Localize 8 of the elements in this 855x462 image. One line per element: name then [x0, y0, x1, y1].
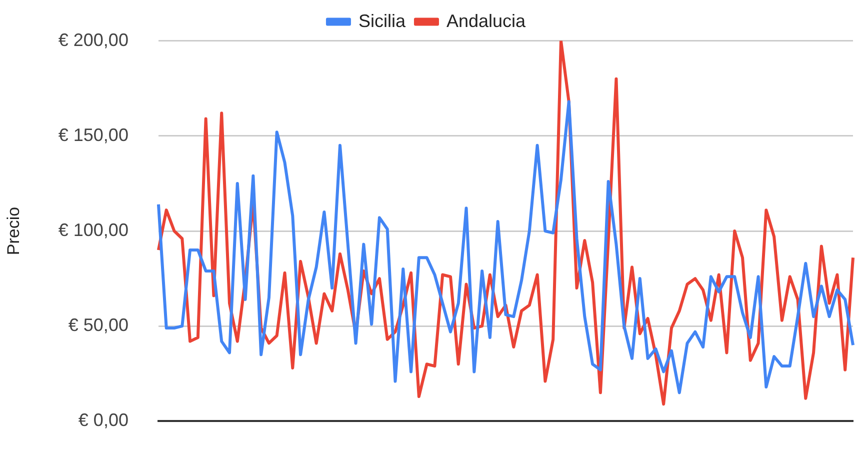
y-tick-label: € 200,00 — [58, 30, 128, 50]
y-axis-title: Precio — [4, 206, 23, 256]
legend-label: Andalucia — [446, 10, 527, 31]
y-tick-label: € 100,00 — [58, 220, 128, 240]
y-tick-label: € 50,00 — [68, 315, 128, 336]
y-tick-label: € 0,00 — [78, 410, 128, 430]
y-tick-label: € 150,00 — [58, 124, 128, 145]
legend-label: Sicilia — [358, 10, 406, 31]
